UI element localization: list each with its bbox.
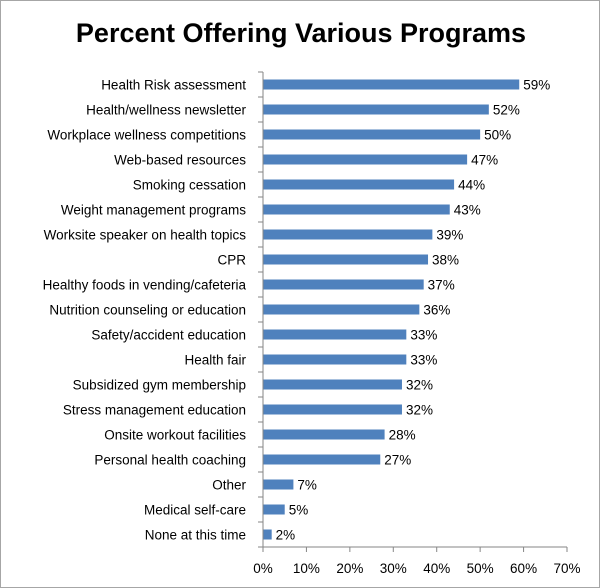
value-label: 43% — [454, 203, 481, 218]
bar — [263, 254, 429, 265]
category-label: Nutrition counseling or education — [49, 303, 246, 318]
value-label: 50% — [484, 128, 511, 143]
bar — [263, 404, 402, 415]
value-label: 59% — [523, 78, 550, 93]
bar — [263, 154, 468, 165]
category-labels-group: Health Risk assessment Health/wellness ne… — [43, 78, 247, 543]
value-label: 27% — [384, 453, 411, 468]
bar — [263, 354, 407, 365]
bar — [263, 179, 455, 190]
bar — [263, 504, 285, 515]
value-label: 44% — [458, 178, 485, 193]
value-label: 32% — [406, 378, 433, 393]
category-label: Healthy foods in vending/cafeteria — [43, 278, 247, 293]
x-tick-label: 50% — [467, 561, 494, 576]
x-tick-label: 70% — [553, 561, 580, 576]
value-label: 28% — [389, 428, 416, 443]
bar — [263, 304, 420, 315]
x-tick-label: 0% — [253, 561, 273, 576]
x-tick-label: 10% — [293, 561, 320, 576]
value-label: 7% — [297, 478, 317, 493]
value-label: 33% — [410, 328, 437, 343]
category-label: Health fair — [184, 353, 246, 368]
value-label: 38% — [432, 253, 459, 268]
bar — [263, 129, 481, 140]
value-label: 32% — [406, 403, 433, 418]
bar — [263, 329, 407, 340]
category-label: Onsite workout facilities — [104, 428, 246, 443]
x-tick-label: 60% — [510, 561, 537, 576]
value-label: 39% — [436, 228, 463, 243]
value-label: 47% — [471, 153, 498, 168]
category-label: Medical self-care — [144, 503, 246, 518]
category-label: Health/wellness newsletter — [86, 103, 246, 118]
bars-group — [263, 79, 520, 540]
value-label: 37% — [428, 278, 455, 293]
category-label: Smoking cessation — [133, 178, 246, 193]
category-label: Stress management education — [63, 403, 246, 418]
value-labels-group: 59%52% 50% 47% 44% 43% 39% 38% 37% 36% 33% 33% 32% 3… — [276, 78, 551, 543]
category-label: CPR — [217, 253, 246, 268]
bar — [263, 429, 385, 440]
bar — [263, 204, 450, 215]
bar — [263, 454, 381, 465]
x-tick-label: 20% — [336, 561, 363, 576]
value-label: 2% — [276, 528, 296, 543]
bar — [263, 229, 433, 240]
bar — [263, 279, 424, 290]
bar — [263, 79, 520, 90]
category-label: Web-based resources — [114, 153, 246, 168]
category-label: Worksite speaker on health topics — [44, 228, 247, 243]
category-label: Workplace wellness competitions — [47, 128, 246, 143]
x-tick-label: 40% — [423, 561, 450, 576]
value-label: 36% — [423, 303, 450, 318]
category-label: Weight management programs — [61, 203, 246, 218]
x-tick-label: 30% — [380, 561, 407, 576]
category-label: None at this time — [145, 528, 246, 543]
axes-group: 0% 10% 20% 30% 40% 50% 60% 70% — [253, 71, 581, 576]
bar — [263, 104, 489, 115]
value-label: 5% — [289, 503, 309, 518]
value-label: 33% — [410, 353, 437, 368]
bar — [263, 379, 402, 390]
value-label: 52% — [493, 103, 520, 118]
category-label: Health Risk assessment — [101, 78, 246, 93]
category-label: Subsidized gym membership — [73, 378, 246, 393]
category-label: Safety/accident education — [91, 328, 246, 343]
bar — [263, 479, 294, 490]
bar — [263, 529, 272, 540]
chart-title: Percent Offering Various Programs — [76, 18, 526, 48]
category-label: Other — [212, 478, 246, 493]
category-label: Personal health coaching — [94, 453, 246, 468]
